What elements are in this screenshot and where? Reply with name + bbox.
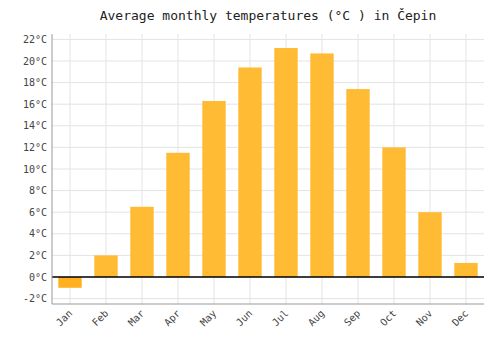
bars — [58, 48, 477, 288]
y-tick-label: 10°C — [23, 164, 47, 175]
bar — [94, 255, 117, 277]
x-tick-label: Feb — [90, 308, 111, 329]
bar — [274, 48, 297, 277]
y-grid-line — [52, 169, 484, 170]
x-axis: Jan Feb Mar Apr May Jun Jul Aug Sep Oct Nov Dec — [54, 308, 471, 329]
bar — [202, 101, 225, 277]
y-grid-line — [52, 125, 484, 126]
bar — [418, 212, 441, 277]
x-tick-label: Aug — [306, 308, 327, 329]
y-tick-label: 14°C — [23, 120, 47, 131]
bar — [166, 153, 189, 277]
y-grid-line — [52, 298, 484, 299]
y-axis: -2°C 0°C 2°C 4°C 6°C 8°C 10°C 12°C 14°C 16°C 18°C 2… — [23, 34, 47, 304]
bar — [346, 89, 369, 277]
grid — [52, 34, 484, 304]
y-tick-label: 16°C — [23, 99, 47, 110]
y-tick-label: 22°C — [23, 34, 47, 45]
y-tick-label: 0°C — [29, 272, 47, 283]
y-tick-label: 6°C — [29, 207, 47, 218]
x-tick-label: Jan — [54, 308, 75, 329]
background — [0, 0, 500, 350]
bar — [238, 67, 261, 277]
y-tick-label: 2°C — [29, 250, 47, 261]
y-grid-line — [52, 82, 484, 83]
x-tick-label: Jul — [270, 308, 291, 329]
x-tick-label: Mar — [126, 308, 147, 329]
chart: Average monthly temperatures (°C ) in Če… — [0, 0, 500, 350]
y-grid-line — [52, 147, 484, 148]
x-grid-line — [70, 34, 71, 304]
x-tick-label: May — [198, 308, 219, 329]
y-axis-line — [52, 34, 53, 304]
bar — [130, 207, 153, 277]
x-tick-label: Dec — [450, 308, 471, 329]
bar — [454, 263, 477, 277]
bar — [58, 277, 81, 288]
y-grid-line — [52, 61, 484, 62]
x-tick-label: Jun — [234, 308, 255, 329]
bar — [310, 53, 333, 277]
y-tick-label: 18°C — [23, 77, 47, 88]
x-tick-label: Apr — [162, 308, 183, 329]
bar — [382, 147, 405, 277]
y-grid-line — [52, 277, 484, 278]
zero-line — [52, 276, 484, 278]
y-tick-label: -2°C — [23, 293, 47, 304]
x-tick-label: Nov — [414, 308, 435, 329]
y-grid-line — [52, 190, 484, 191]
y-grid-line — [52, 104, 484, 105]
y-tick-label: 20°C — [23, 56, 47, 67]
title: Average monthly temperatures (°C ) in Če… — [100, 8, 437, 23]
y-tick-label: 12°C — [23, 142, 47, 153]
x-tick-label: Oct — [378, 308, 399, 329]
x-axis-line — [52, 304, 484, 305]
y-tick-label: 8°C — [29, 185, 47, 196]
y-grid-line — [52, 39, 484, 40]
x-tick-label: Sep — [342, 308, 363, 329]
y-tick-label: 4°C — [29, 228, 47, 239]
